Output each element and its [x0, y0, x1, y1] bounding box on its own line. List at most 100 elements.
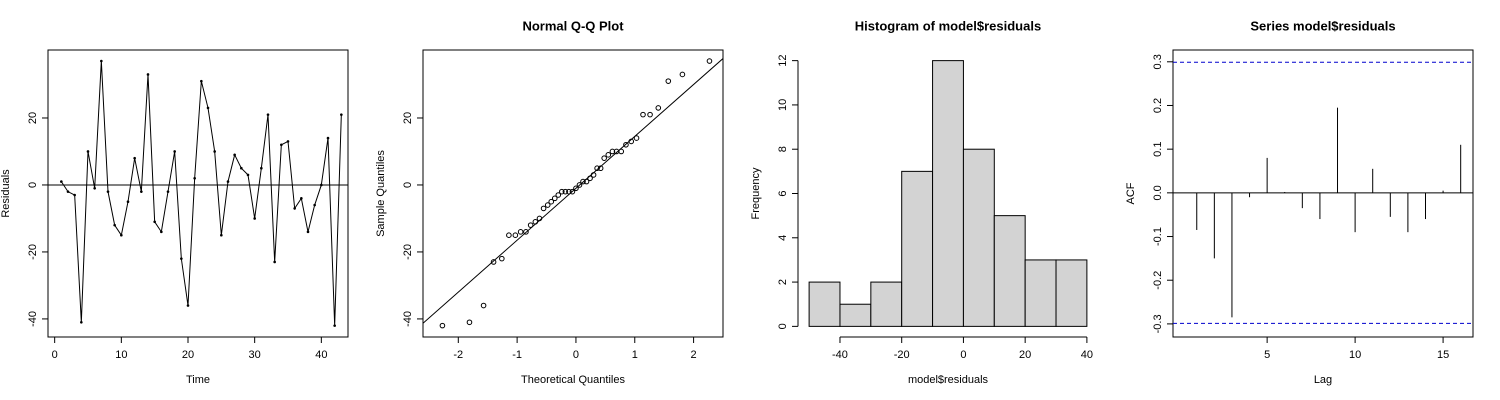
- x-tick-label: 40: [315, 349, 327, 361]
- y-axis-label: Residuals: [0, 169, 12, 218]
- point: [86, 150, 90, 153]
- series-line: [60, 61, 342, 326]
- point: [665, 78, 672, 84]
- y-tick-label: 0: [27, 182, 39, 188]
- point: [80, 320, 83, 324]
- point: [306, 230, 310, 234]
- point: [286, 140, 290, 143]
- point: [173, 150, 176, 153]
- point: [320, 183, 323, 187]
- point: [240, 166, 243, 170]
- point: [527, 222, 534, 228]
- x-axis-label: model$residuals: [908, 374, 989, 386]
- point: [146, 73, 150, 76]
- x-tick-label: -20: [894, 349, 910, 361]
- plot-box: [47, 49, 349, 338]
- bar: [932, 60, 964, 327]
- x-tick-label: -40: [832, 349, 848, 361]
- point: [253, 217, 256, 220]
- point: [260, 166, 263, 170]
- y-tick-label: -20: [27, 244, 39, 260]
- point: [628, 138, 635, 145]
- point: [590, 172, 597, 178]
- bar: [993, 215, 1026, 327]
- y-axis-label: Frequency: [750, 167, 762, 219]
- y-tick-label: 10: [777, 99, 789, 111]
- point: [544, 202, 551, 208]
- point: [113, 223, 116, 227]
- point: [499, 255, 505, 262]
- y-tick-label: 0.3: [1152, 54, 1164, 69]
- y-tick-label: -0.1: [1152, 227, 1164, 246]
- point: [466, 319, 473, 326]
- point: [573, 185, 579, 192]
- x-tick-label: 5: [1264, 349, 1270, 361]
- point: [532, 218, 539, 225]
- point: [679, 71, 686, 78]
- plot-box: [1172, 49, 1474, 338]
- y-tick-label: -0.3: [1152, 314, 1164, 333]
- point: [517, 229, 524, 235]
- panel: Histogram of model$residuals model$residu…: [750, 18, 1093, 385]
- plot-box: [422, 49, 724, 338]
- point: [576, 182, 583, 188]
- point: [273, 260, 276, 264]
- point: [326, 136, 330, 140]
- x-tick-label: 10: [115, 349, 127, 361]
- point: [166, 190, 170, 193]
- point: [246, 173, 250, 177]
- point: [106, 190, 110, 193]
- point: [73, 193, 76, 197]
- point: [633, 135, 640, 141]
- point: [300, 197, 303, 200]
- panel-title: Series model$residuals: [1250, 18, 1395, 33]
- point: [293, 207, 296, 210]
- point: [213, 150, 216, 153]
- point: [180, 257, 183, 260]
- point: [655, 105, 662, 111]
- point: [340, 113, 343, 116]
- x-tick-label: 0: [52, 349, 58, 361]
- point: [618, 148, 625, 155]
- y-tick-label: 2: [777, 279, 789, 285]
- qq-line: [423, 58, 723, 324]
- point: [66, 190, 70, 193]
- panel: Time Residuals 0 10 20 30 40 -40 -20 0 20: [0, 49, 349, 386]
- point: [186, 304, 190, 307]
- panel: Series model$residuals Lag ACF 5 10 15 -0.3 -0.…: [1125, 18, 1474, 386]
- x-axis-label: Time: [186, 374, 210, 386]
- point: [601, 155, 607, 161]
- point: [536, 215, 543, 222]
- point: [160, 230, 163, 234]
- point: [266, 113, 270, 116]
- point: [133, 156, 136, 160]
- y-tick-label: 0.1: [1152, 142, 1164, 157]
- point: [226, 180, 230, 183]
- y-axis-label: Sample Quantiles: [375, 150, 387, 237]
- y-tick-label: 0: [402, 182, 414, 188]
- point: [548, 198, 555, 205]
- x-tick-label: 40: [1081, 349, 1093, 361]
- bar: [962, 148, 995, 327]
- bar: [1055, 259, 1088, 327]
- panel-title: Histogram of model$residuals: [855, 18, 1041, 33]
- point: [206, 106, 210, 110]
- point: [220, 233, 223, 237]
- plot-area: [423, 58, 723, 329]
- x-tick-label: 2: [691, 349, 697, 361]
- y-tick-label: 20: [27, 112, 39, 124]
- y-tick-label: 4: [777, 235, 789, 241]
- x-tick-label: 20: [1019, 349, 1031, 361]
- x-axis-label: Lag: [1314, 374, 1332, 386]
- y-tick-label: 20: [402, 112, 414, 124]
- plot-area: [48, 59, 348, 327]
- point: [569, 188, 576, 195]
- point: [333, 324, 336, 327]
- point: [523, 229, 529, 235]
- y-tick-label: -0.2: [1152, 271, 1164, 290]
- x-tick-label: 10: [1349, 349, 1361, 361]
- point: [647, 111, 653, 118]
- point: [594, 165, 600, 172]
- x-tick-label: -2: [453, 349, 463, 361]
